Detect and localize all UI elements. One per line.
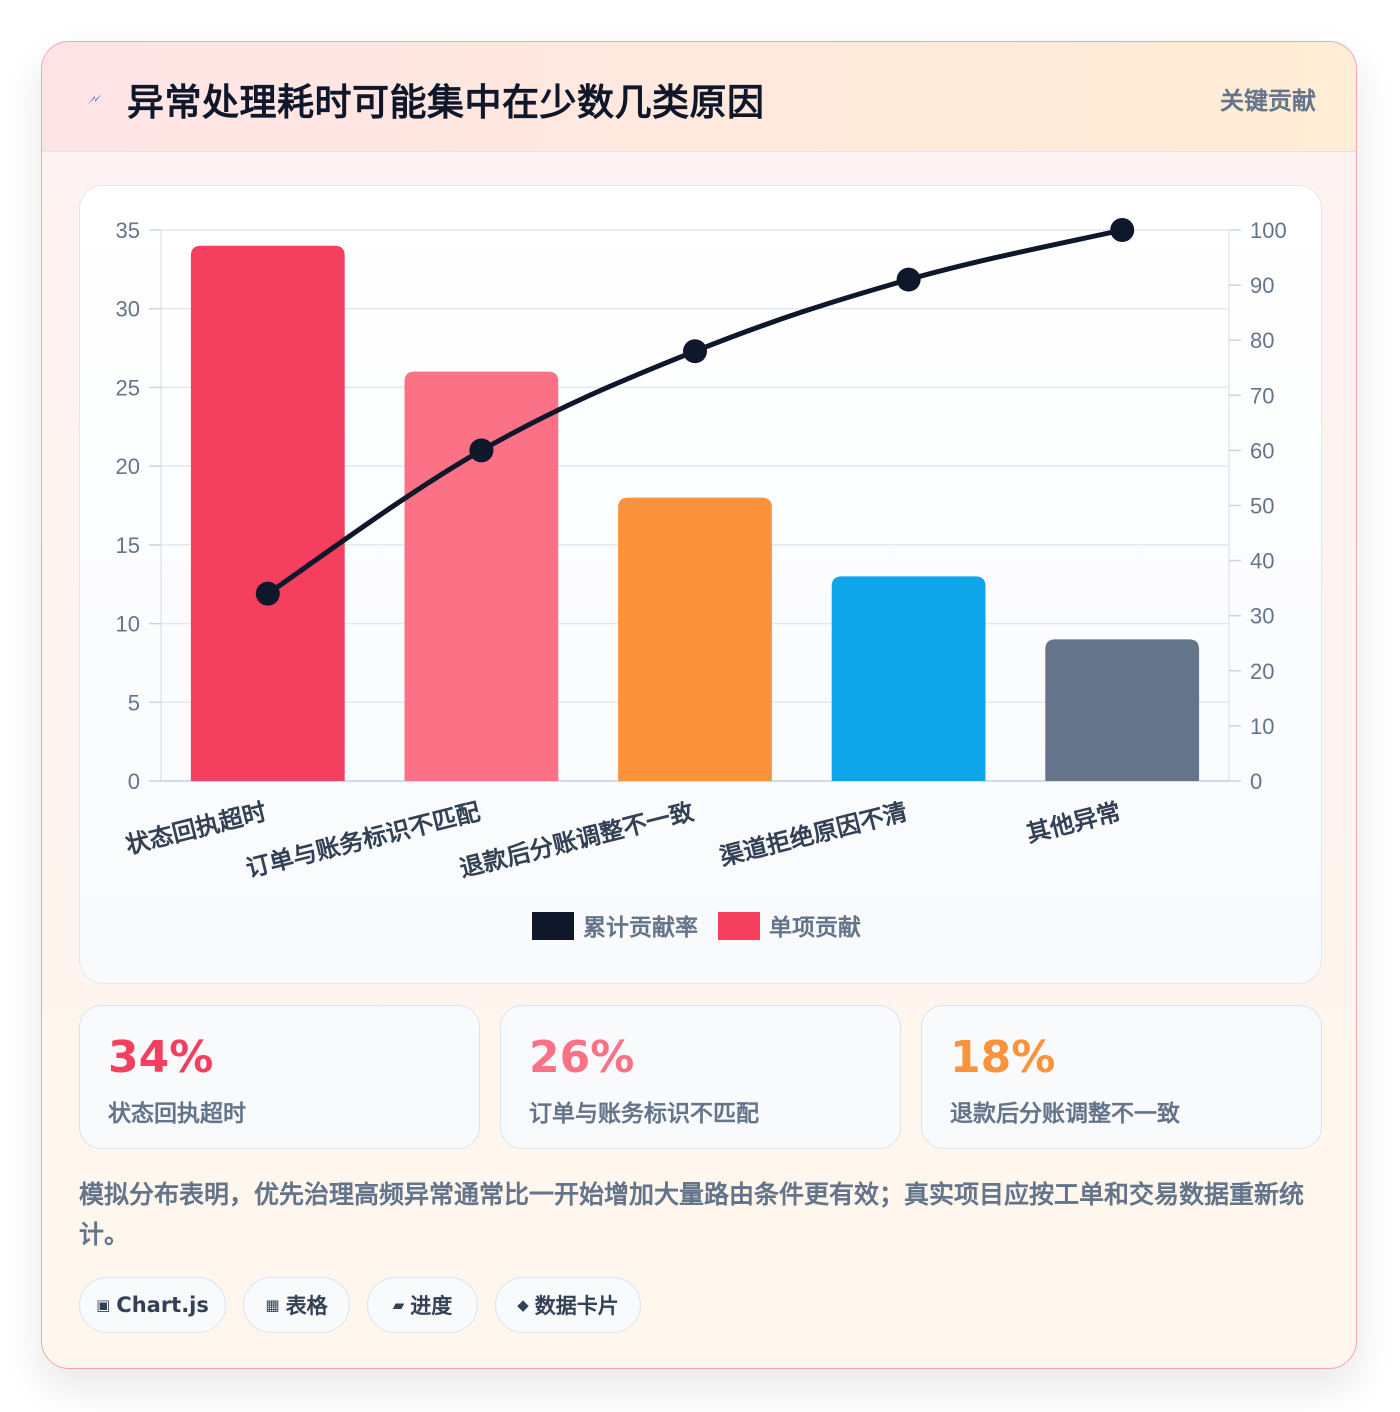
y2-tick-label: 90 [1250, 273, 1274, 298]
square-icon: ▣ [96, 1296, 111, 1314]
y-tick-label: 35 [116, 218, 140, 243]
page-title: 异常处理耗时可能集中在少数几类原因 [127, 81, 765, 124]
x-tick-label: 其他异常 [1024, 798, 1124, 848]
grid-icon: ▦ [265, 1296, 280, 1314]
stat-value: 26% [529, 1032, 635, 1083]
diamond-icon: ◆ [517, 1296, 529, 1314]
y2-tick-label: 0 [1250, 769, 1262, 794]
chip-progress[interactable]: ▰ 进度 [367, 1277, 478, 1333]
y-tick-label: 5 [128, 690, 140, 715]
x-tick-label: 订单与账务标识不匹配 [243, 798, 483, 883]
legend-label: 单项贡献 [769, 915, 861, 941]
footnote: 模拟分布表明，优先治理高频异常通常比一开始增加大量路由条件更有效；真实项目应按工… [79, 1180, 1305, 1249]
chip-label: 数据卡片 [534, 1294, 619, 1318]
stat-value: 18% [950, 1032, 1056, 1083]
y-tick-label: 25 [116, 375, 140, 400]
card-header: 异常处理耗时可能集中在少数几类原因 关键贡献 [42, 42, 1356, 152]
line-point [1110, 218, 1135, 242]
chip-data-card[interactable]: ◆ 数据卡片 [495, 1277, 641, 1333]
chart-panel: 0 5 10 15 20 25 30 35 0 10 20 30 40 50 60 70 80 90 100 状态… [79, 185, 1322, 984]
lightning-icon [88, 94, 102, 104]
chart-card: 异常处理耗时可能集中在少数几类原因 关键贡献 0 5 10 15 20 25 30 35 0 1… [41, 41, 1357, 1369]
stat-cards: 34% 状态回执超时 26% 订单与账务标识不匹配 18% 退款后分账调整不一致 [79, 1005, 1322, 1149]
y2-tick-label: 80 [1250, 328, 1274, 353]
legend-label: 累计贡献率 [583, 914, 698, 941]
bar [618, 497, 772, 781]
header-tag: 关键贡献 [1220, 87, 1316, 115]
y2-tick-label: 60 [1250, 438, 1274, 463]
x-tick-label: 渠道拒绝原因不清 [717, 798, 910, 872]
y-tick-label: 20 [116, 454, 140, 479]
chip-label: 进度 [410, 1294, 453, 1318]
chip-label: 表格 [285, 1294, 328, 1318]
y-tick-label: 15 [116, 533, 140, 558]
legend-swatch [532, 912, 574, 940]
line-point [896, 267, 921, 292]
stat-card: 18% 退款后分账调整不一致 [921, 1005, 1322, 1149]
bar [190, 245, 345, 781]
y-tick-label: 0 [128, 769, 140, 794]
y2-tick-label: 100 [1250, 218, 1287, 243]
y2-tick-label: 10 [1250, 714, 1274, 739]
y-tick-label: 10 [116, 612, 140, 637]
x-tick-label: 状态回执超时 [123, 798, 269, 860]
bar [831, 576, 986, 781]
line-point [255, 581, 280, 606]
pareto-chart: 0 5 10 15 20 25 30 35 0 10 20 30 40 50 60 70 80 90 100 状态… [116, 218, 1287, 941]
chip-chartjs[interactable]: ▣ Chart.js [79, 1277, 226, 1333]
y2-tick-label: 20 [1250, 659, 1274, 684]
y2-tick-label: 50 [1250, 494, 1274, 519]
chip-label: Chart.js [116, 1293, 209, 1317]
bar [404, 371, 559, 781]
y2-tick-label: 40 [1250, 549, 1274, 574]
stat-label: 退款后分账调整不一致 [950, 1101, 1180, 1127]
stat-label: 状态回执超时 [108, 1101, 246, 1127]
y2-tick-label: 70 [1250, 383, 1274, 408]
legend-swatch [718, 912, 760, 940]
x-tick-label: 退款后分账调整不一致 [457, 797, 698, 882]
stat-value: 34% [108, 1032, 214, 1083]
chip-table[interactable]: ▦ 表格 [243, 1277, 350, 1333]
stat-card: 34% 状态回执超时 [79, 1005, 480, 1149]
line-point [469, 438, 494, 463]
line-point [683, 339, 707, 364]
bar [1045, 639, 1200, 781]
progress-icon: ▰ [392, 1296, 405, 1314]
y-tick-label: 30 [116, 297, 140, 322]
stat-label: 订单与账务标识不匹配 [529, 1101, 759, 1127]
stat-card: 26% 订单与账务标识不匹配 [500, 1005, 901, 1149]
y2-tick-label: 30 [1250, 604, 1274, 629]
